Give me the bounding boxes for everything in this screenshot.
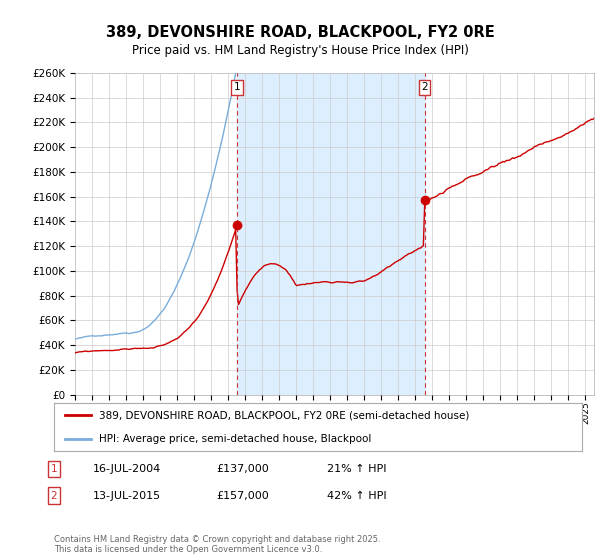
Text: 2: 2: [50, 491, 58, 501]
Text: Contains HM Land Registry data © Crown copyright and database right 2025.
This d: Contains HM Land Registry data © Crown c…: [54, 535, 380, 554]
Text: 13-JUL-2015: 13-JUL-2015: [93, 491, 161, 501]
Text: £157,000: £157,000: [216, 491, 269, 501]
Bar: [238, 73, 425, 395]
Text: 1: 1: [234, 82, 241, 92]
Text: 1: 1: [50, 464, 58, 474]
Text: £137,000: £137,000: [216, 464, 269, 474]
Text: 16-JUL-2004: 16-JUL-2004: [93, 464, 161, 474]
Text: 389, DEVONSHIRE ROAD, BLACKPOOL, FY2 0RE: 389, DEVONSHIRE ROAD, BLACKPOOL, FY2 0RE: [106, 25, 494, 40]
Text: 389, DEVONSHIRE ROAD, BLACKPOOL, FY2 0RE (semi-detached house): 389, DEVONSHIRE ROAD, BLACKPOOL, FY2 0RE…: [99, 410, 469, 420]
Text: 21% ↑ HPI: 21% ↑ HPI: [327, 464, 386, 474]
Text: 42% ↑ HPI: 42% ↑ HPI: [327, 491, 386, 501]
Text: Price paid vs. HM Land Registry's House Price Index (HPI): Price paid vs. HM Land Registry's House …: [131, 44, 469, 57]
Text: 2: 2: [421, 82, 428, 92]
Text: HPI: Average price, semi-detached house, Blackpool: HPI: Average price, semi-detached house,…: [99, 434, 371, 444]
